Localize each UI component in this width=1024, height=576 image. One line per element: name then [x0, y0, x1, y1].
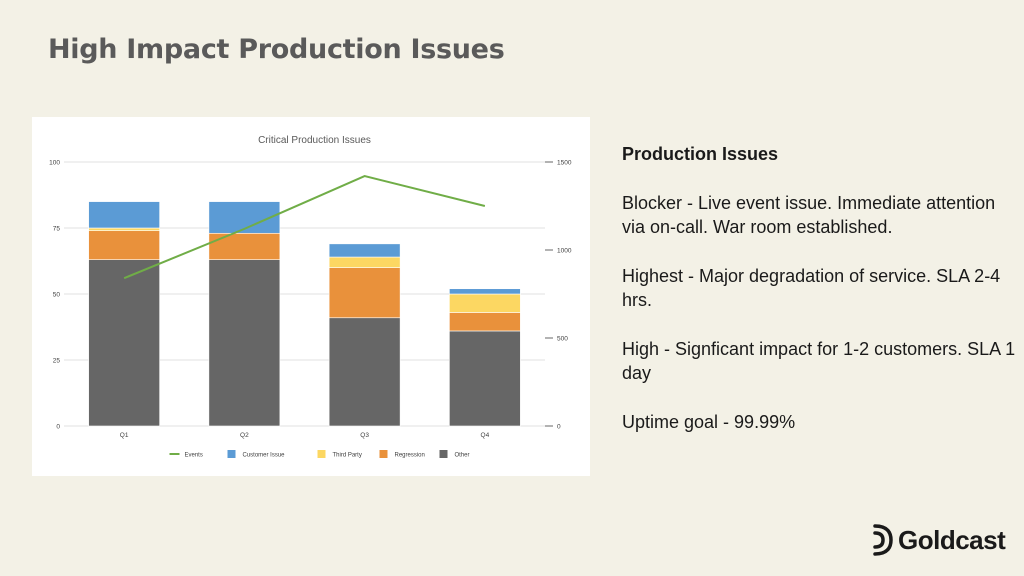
bar-other [88, 259, 160, 427]
legend-label-third-party: Third Party [333, 453, 362, 459]
bar-regression [88, 230, 160, 260]
bar-regression [208, 232, 281, 260]
legend-label-other: Other [455, 453, 470, 459]
legend-label-regression: Regression [395, 453, 425, 459]
y2-tick-label: 1500 [557, 160, 572, 167]
legend-swatch-third-party [317, 450, 326, 458]
bar-customer-issue [449, 288, 521, 295]
chart-title: Critical Production Issues [258, 135, 371, 146]
y-tick-label: 75 [53, 226, 61, 233]
bar-other [328, 317, 401, 427]
y2-tick-label: 500 [557, 336, 568, 343]
bar-other [208, 259, 281, 427]
y-tick-label: 25 [53, 358, 61, 365]
info-paragraph-blocker: Blocker - Live event issue. Immediate at… [622, 192, 996, 238]
y-tick-label: 0 [56, 424, 60, 431]
goldcast-logo-icon [873, 524, 893, 556]
legend-swatch-other [439, 450, 448, 458]
y2-tick-label: 0 [557, 424, 561, 431]
line-events [123, 175, 486, 280]
x-tick-label: Q4 [481, 432, 490, 439]
legend-swatch-customer-issue [227, 450, 236, 458]
y-tick-label: 100 [49, 160, 60, 167]
x-tick-label: Q1 [120, 432, 129, 439]
bar-other [449, 330, 521, 427]
company-logo: Goldcast [872, 522, 1006, 558]
legend-label-events: Events [185, 453, 203, 459]
chart-panel: Critical Production Issues 0 25 50 75 100 0 500… [32, 117, 590, 476]
x-tick-label: Q3 [360, 432, 369, 439]
y-tick-label: 50 [53, 292, 61, 299]
info-heading: Production Issues [622, 144, 779, 164]
bar-third-party [328, 256, 401, 268]
stacked-bar-chart: Critical Production Issues02550751000500… [49, 135, 572, 459]
logo-text: Goldcast [898, 524, 1006, 555]
bar-regression [449, 312, 521, 332]
bar-customer-issue [328, 243, 401, 258]
bar-regression [328, 267, 401, 319]
info-paragraph-high: High - Signficant impact for 1-2 custome… [622, 338, 1016, 384]
bar-third-party [88, 227, 160, 231]
legend-label-customer-issue: Customer Issue [243, 453, 286, 459]
info-panel: Production Issues Blocker - Live event i… [622, 142, 1022, 458]
bar-customer-issue [88, 201, 160, 229]
bar-third-party [449, 293, 521, 313]
legend-swatch-regression [379, 450, 388, 458]
y2-tick-label: 1000 [557, 248, 572, 255]
slide-title: High Impact Production Issues [48, 34, 505, 65]
info-paragraph-uptime: Uptime goal - 99.99% [622, 411, 796, 432]
info-paragraph-highest: Highest - Major degradation of service. … [622, 265, 1001, 311]
x-tick-label: Q2 [240, 432, 249, 439]
